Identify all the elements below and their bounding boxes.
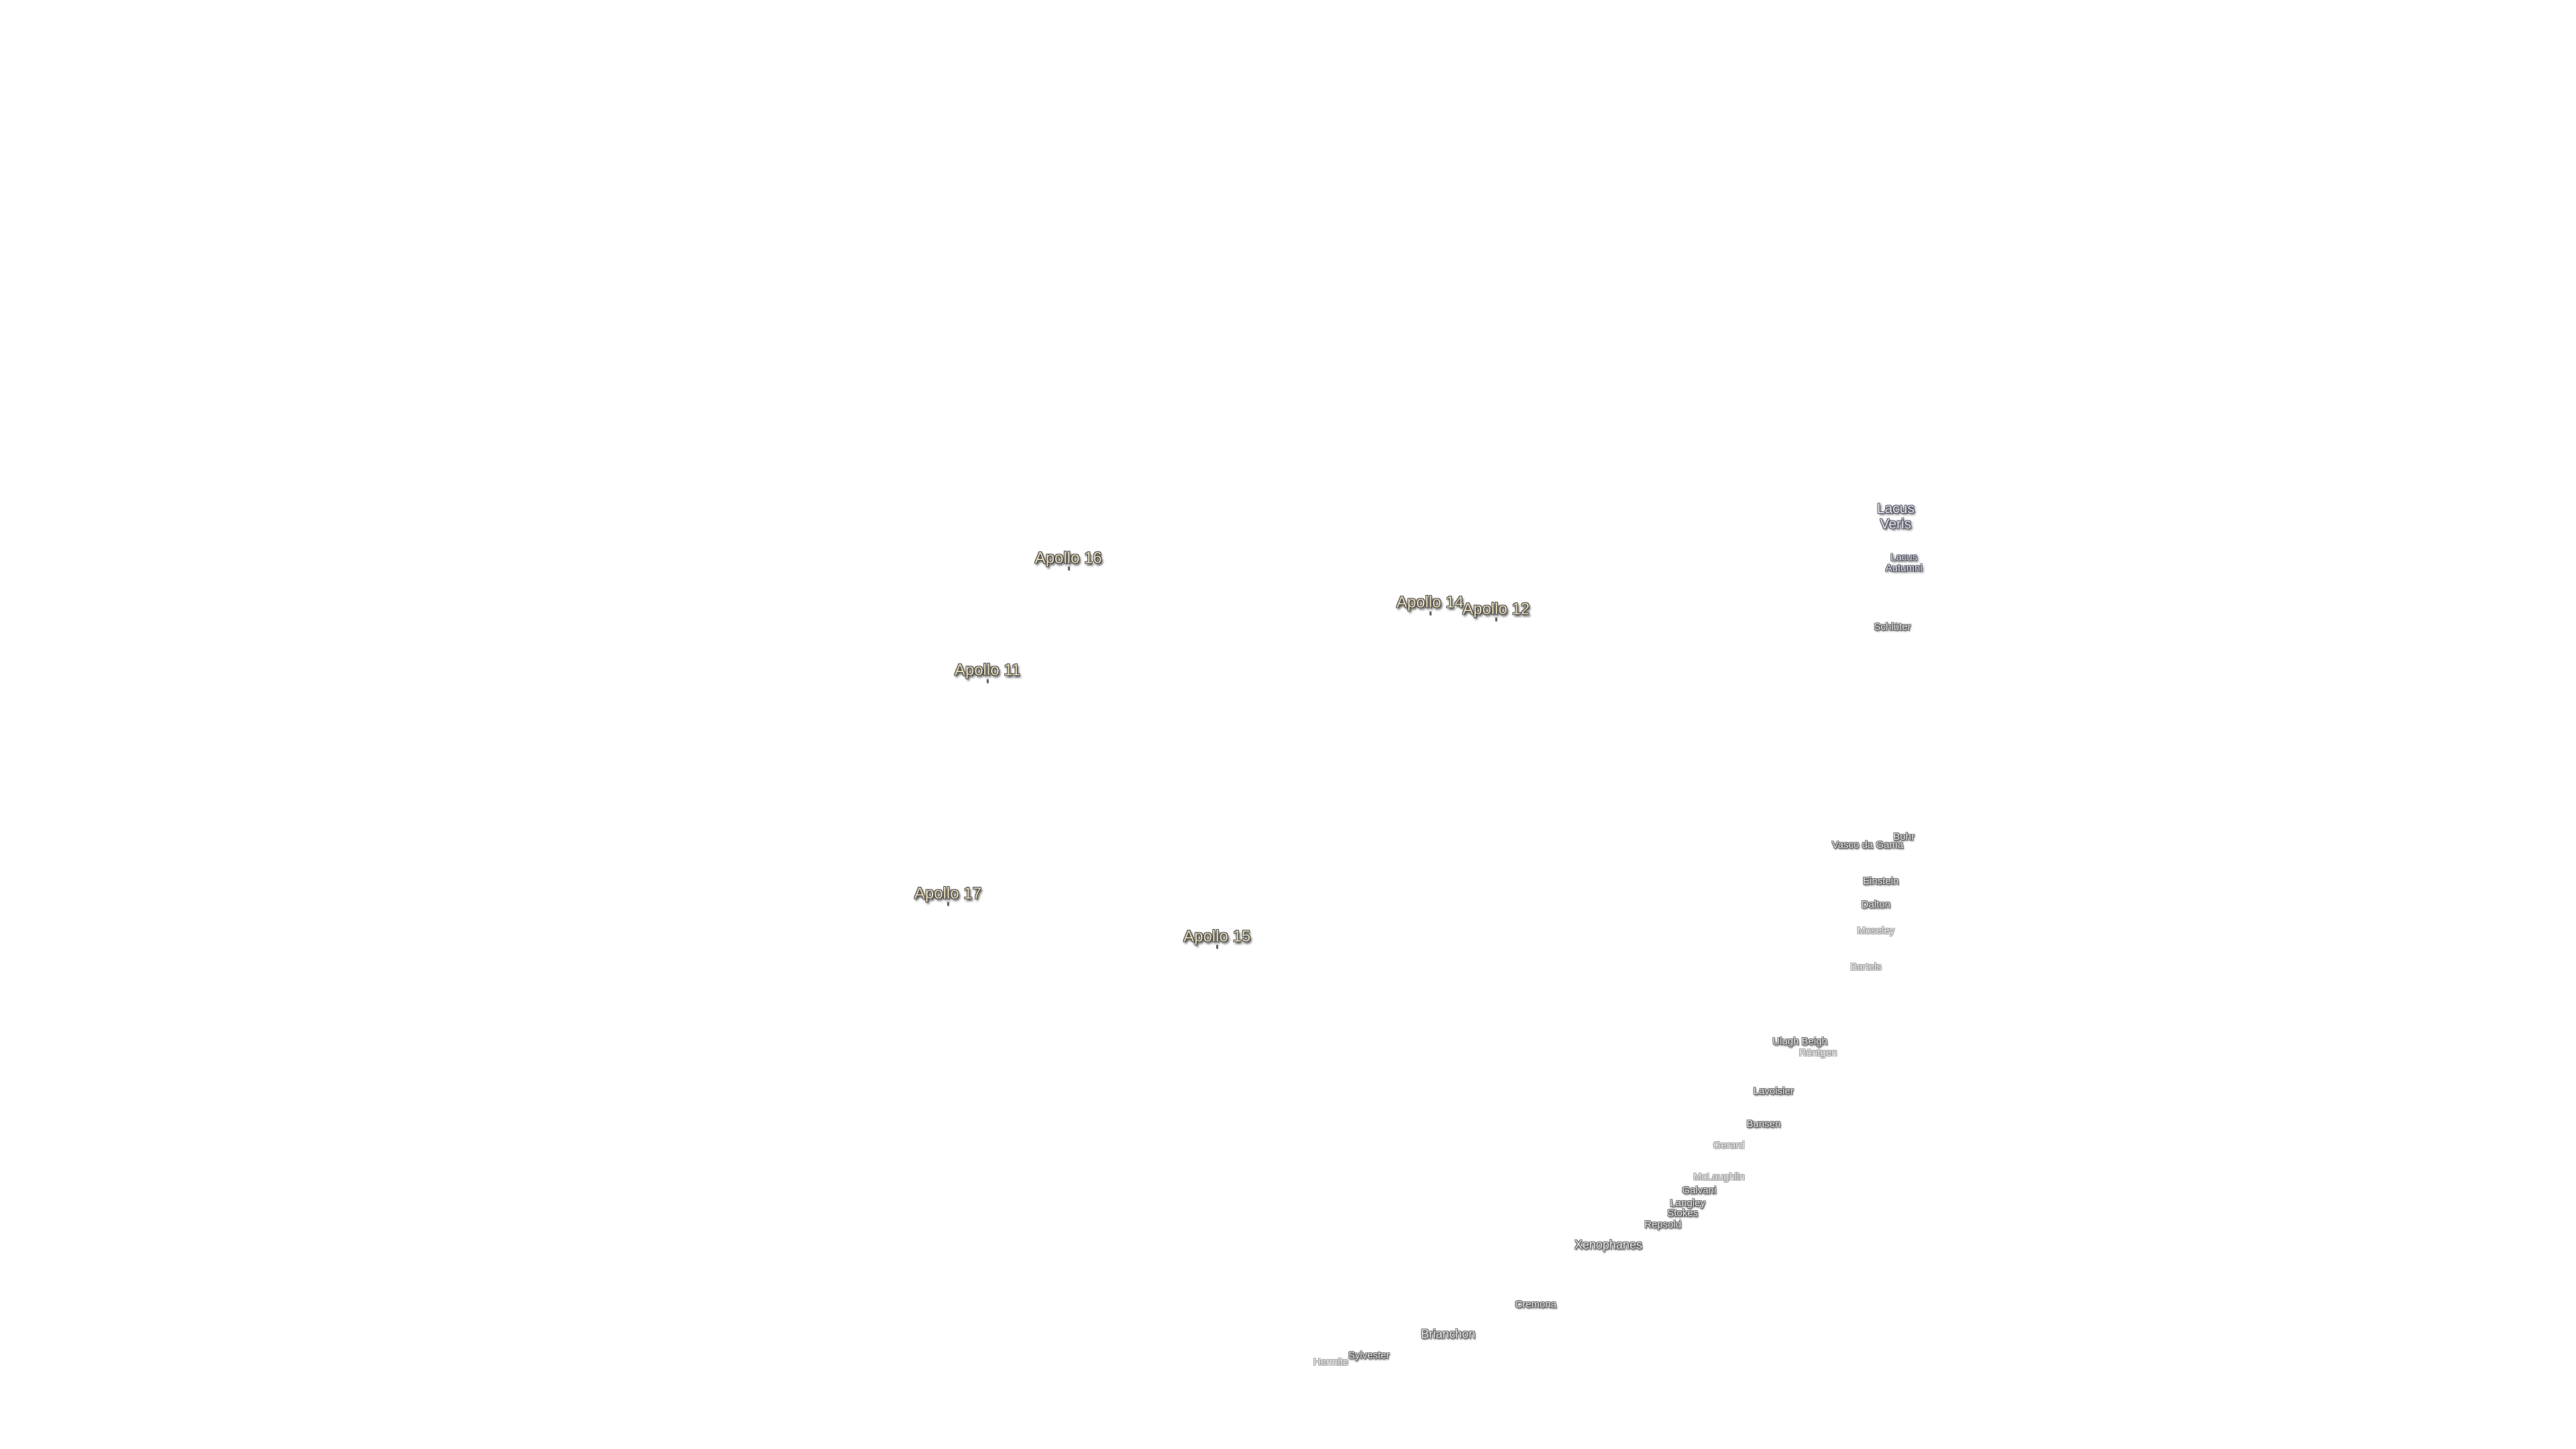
crater-label: McLaughlin <box>1693 1171 1745 1183</box>
crater-label: Ulugh Beigh <box>1772 1036 1827 1048</box>
crater-label: Repsold <box>1644 1219 1682 1231</box>
crater-label: Brianchon <box>1421 1327 1476 1341</box>
crater-label: Vasco da Gama <box>1831 839 1904 851</box>
landing-site-label: Apollo 14 <box>1396 593 1464 616</box>
landing-site-label: Apollo 12 <box>1462 600 1530 623</box>
landing-site-label: Apollo 17 <box>914 884 981 906</box>
crater-label: Bartels <box>1850 961 1882 973</box>
lake-label: Lacus Veris <box>1876 501 1915 532</box>
crater-label: Dalton <box>1861 899 1890 911</box>
landing-site-label: Apollo 15 <box>1183 927 1251 949</box>
crater-label: Stokes <box>1667 1208 1699 1220</box>
crater-label: Röntgen <box>1799 1047 1837 1059</box>
lake-label: Lacus Autumni <box>1885 551 1923 574</box>
crater-label: Sylvester <box>1348 1350 1390 1362</box>
landing-site-label: Apollo 11 <box>954 661 1021 684</box>
landing-site-label: Apollo 16 <box>1034 549 1102 571</box>
crater-label: Lavoisier <box>1753 1085 1794 1097</box>
crater-label: Gerard <box>1713 1140 1745 1152</box>
crater-label: Bunsen <box>1746 1118 1781 1130</box>
crater-label: Galvani <box>1682 1184 1717 1196</box>
crater-label: Bohr <box>1893 831 1915 843</box>
crater-label: Hermite <box>1313 1356 1349 1368</box>
crater-label: Schlüter <box>1874 621 1911 633</box>
crater-label: Einstein <box>1863 875 1899 888</box>
crater-label: Moseley <box>1857 925 1895 937</box>
crater-label: Xenophanes <box>1574 1238 1643 1252</box>
crater-label: Cremona <box>1515 1298 1557 1310</box>
crater-label: Langley <box>1670 1197 1705 1210</box>
